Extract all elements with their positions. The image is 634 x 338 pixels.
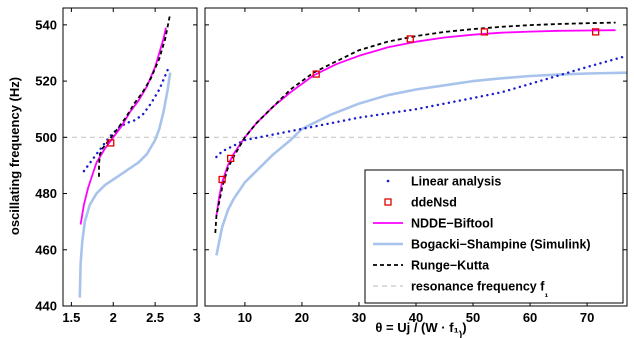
x-tick-label: 40: [409, 310, 423, 325]
x-tick-label: 70: [580, 310, 594, 325]
legend-label-rk: Runge−Kutta: [411, 259, 490, 273]
x-tick-label: 3: [193, 310, 200, 325]
x-axis-label-paren: ): [462, 320, 466, 335]
y-tick-label: 460: [35, 242, 57, 257]
ddensd-marker: [227, 154, 235, 163]
legend: Linear analysis ddeNsd NDDE−Biftool Bogacki…: [364, 169, 624, 304]
series-group: [78, 13, 172, 298]
legend-box: [364, 169, 624, 304]
y-tick-label: 480: [35, 186, 57, 201]
x-tick-label: 2.5: [146, 310, 164, 325]
ddensd-marker: [591, 28, 600, 36]
legend-label-ddensd: ddeNsd: [411, 196, 457, 210]
series-bogacki: [78, 72, 172, 298]
y-axis-label: oscillating frequency (Hz): [7, 77, 22, 235]
ddensd-marker: [480, 28, 489, 36]
x-tick-label: 30: [352, 310, 366, 325]
plot-area: [63, 8, 197, 306]
series-rk: [98, 13, 172, 177]
legend-label-bogacki: Bogacki−Shampine (Simulink): [411, 238, 591, 252]
x-tick-label: 2: [110, 310, 117, 325]
series-linear: [82, 68, 169, 173]
x-axis-label-subscript: ): [459, 330, 462, 338]
ddensd-marker: [218, 175, 226, 184]
y-tick-label: 520: [35, 74, 57, 89]
x-tick-label: 10: [238, 310, 252, 325]
ddensd-marker: [107, 139, 115, 147]
x-tick-label: 20: [295, 310, 309, 325]
legend-label-linear: Linear analysis: [411, 175, 501, 189]
series-rk: [214, 21, 616, 233]
legend-label-resonance: resonance frequency f₁: [411, 280, 548, 300]
ddensd-marker: [406, 35, 414, 43]
x-axis-label-main: θ = Uj / (W · f₁: [375, 320, 459, 335]
series-bogacki: [215, 71, 627, 256]
x-axis-label: θ = Uj / (W · f₁)): [375, 320, 466, 338]
series-group: [214, 21, 627, 256]
legend-swatch-ddensd: [384, 198, 392, 206]
x-tick-label: 50: [466, 310, 480, 325]
y-tick-label: 500: [35, 130, 57, 145]
series-nddebif: [215, 29, 616, 217]
ddensd-marker: [312, 70, 320, 78]
y-tick-label: 440: [35, 299, 57, 314]
y-tick-label: 540: [35, 17, 57, 32]
x-tick-label: 1.5: [62, 310, 80, 325]
axes-frame: [62, 7, 198, 307]
left-panel: 1.5 2 2.5 3 440 460 480 500 520 540: [35, 7, 201, 325]
legend-label-nddebif: NDDE−Biftool: [411, 217, 493, 231]
x-tick-label: 60: [523, 310, 537, 325]
